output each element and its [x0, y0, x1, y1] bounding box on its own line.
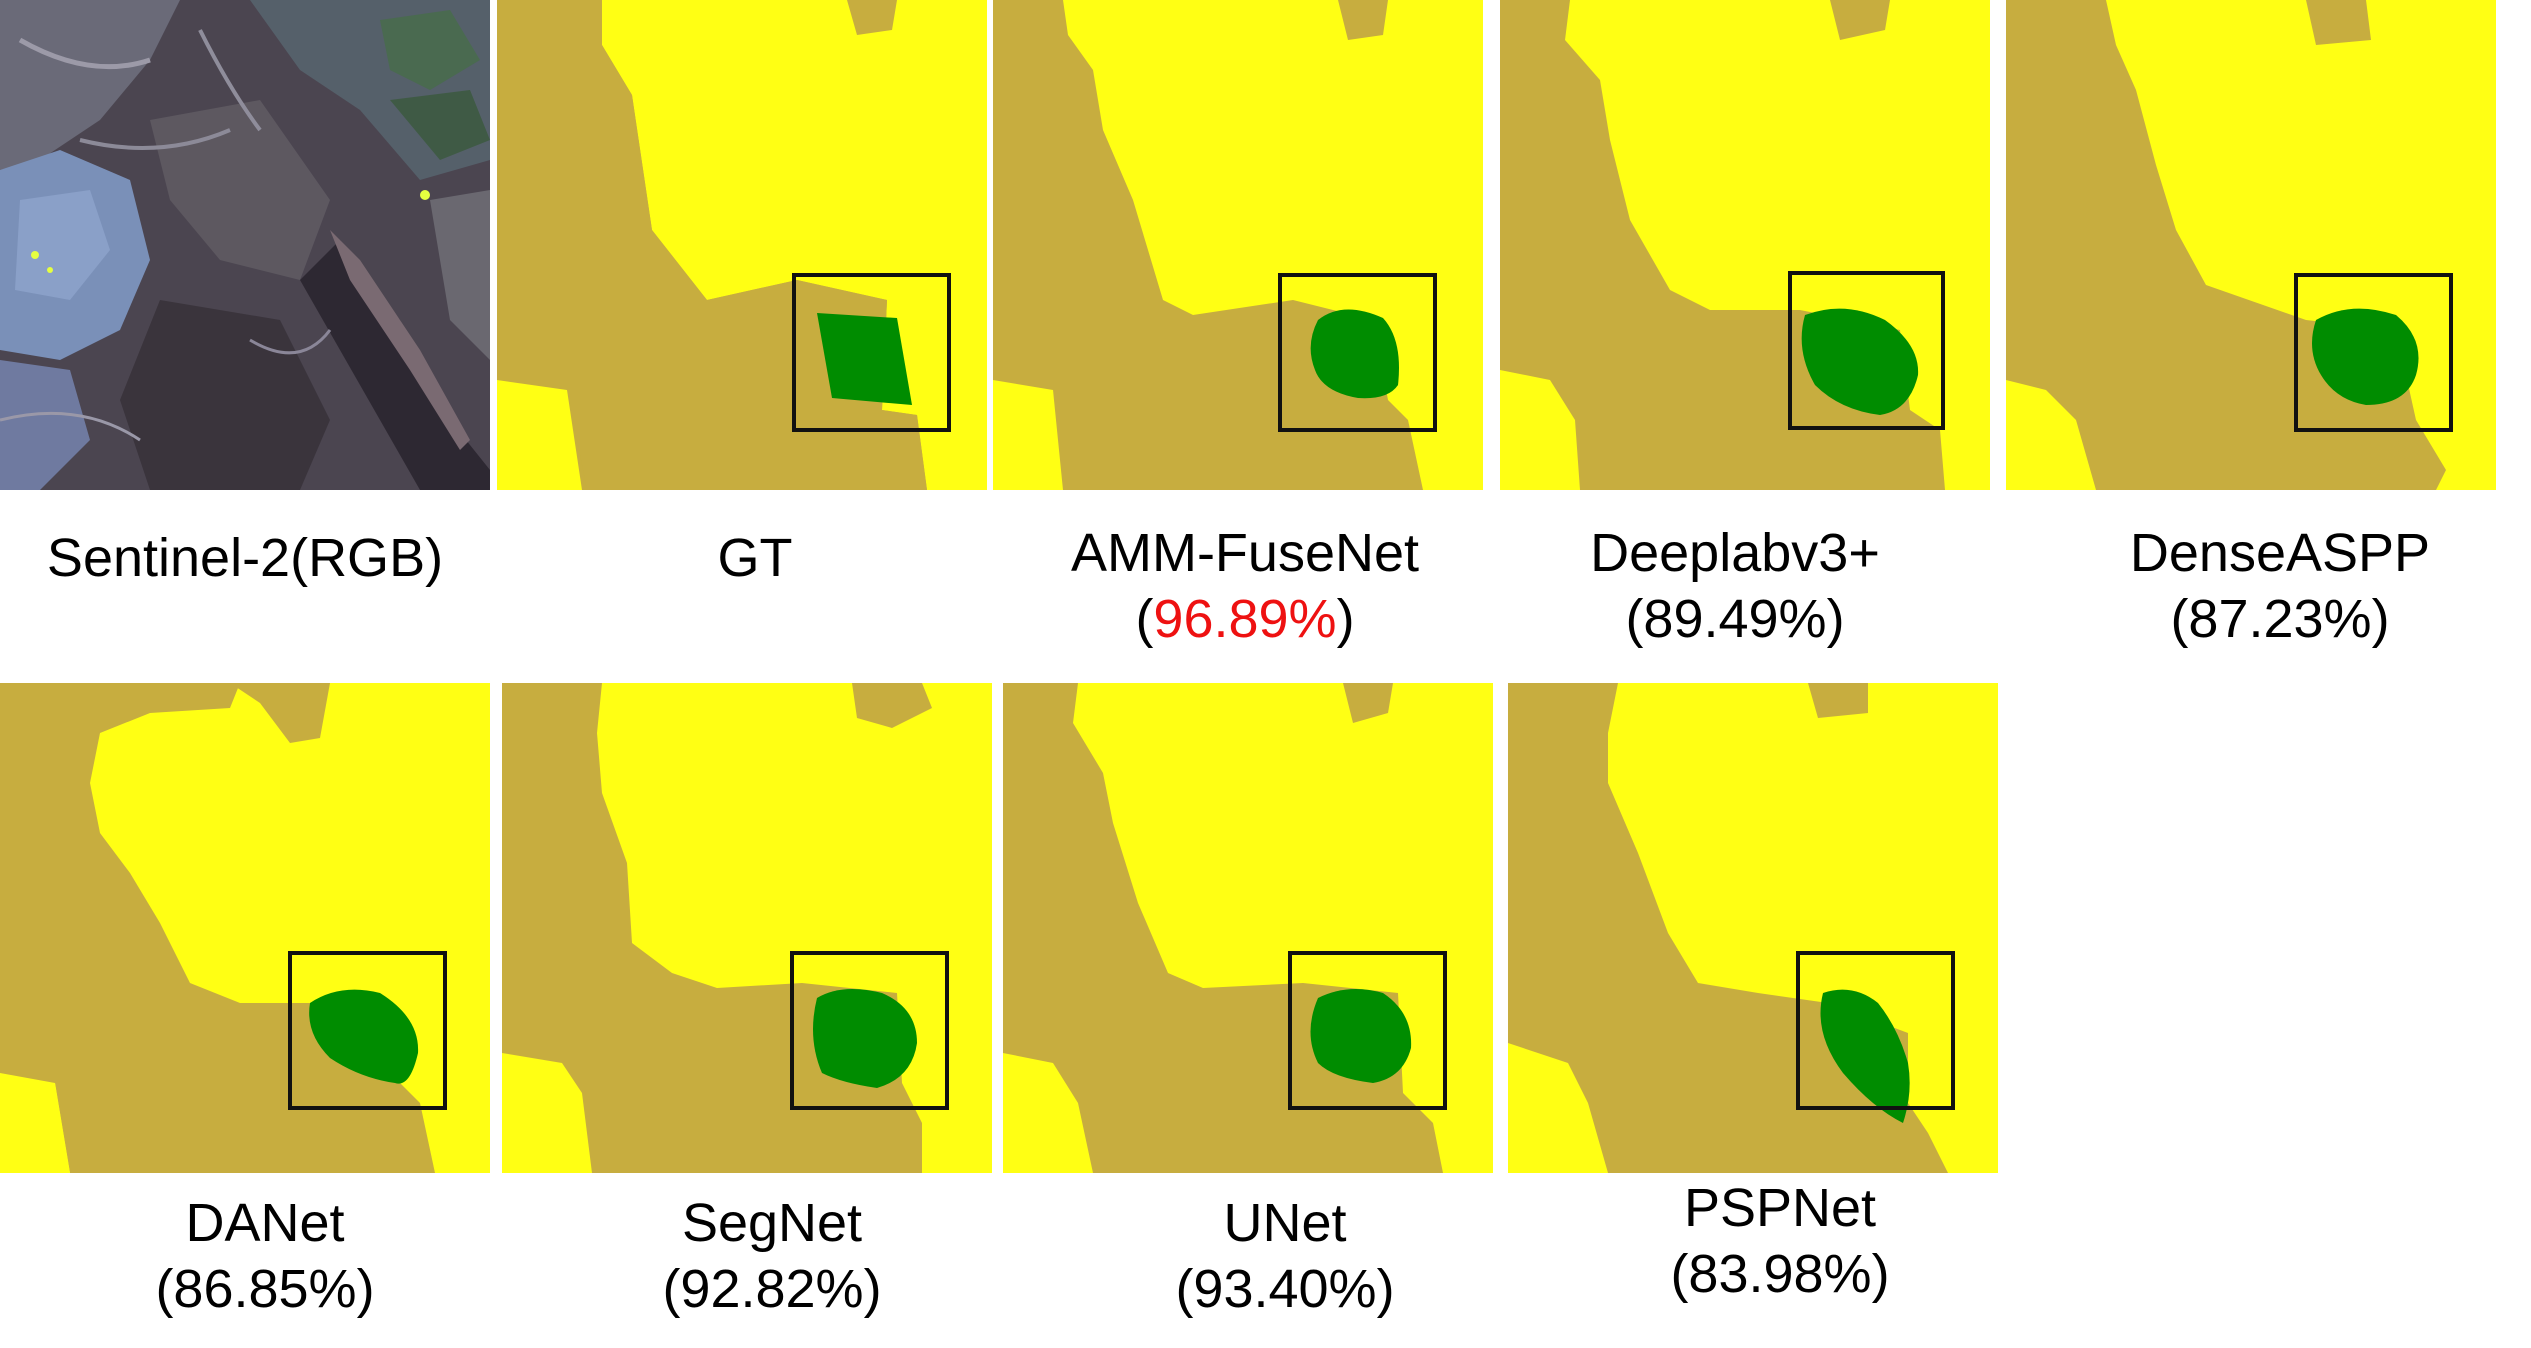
score-value: 83.98% [1688, 1244, 1872, 1304]
caption-label: PSPNet [1683, 1178, 1877, 1238]
sentinel-rgb-image [0, 0, 490, 490]
caption-score: (93.40%) [1175, 1259, 1395, 1319]
segmentation-map-danet [0, 683, 490, 1173]
caption-score: (87.23%) [2170, 589, 2390, 649]
caption-unet: UNet (93.40%) [1040, 1190, 1530, 1322]
score-value: 89.49% [1643, 589, 1827, 649]
segmentation-map-unet [1003, 683, 1493, 1173]
caption-pspnet: PSPNet (83.98%) [1535, 1175, 2025, 1307]
caption-label: DANet [185, 1193, 345, 1253]
caption-amm-fusenet: AMM-FuseNet (96.89%) [1000, 520, 1490, 652]
segmentation-map-pspnet [1508, 683, 1998, 1173]
caption-score: (86.85%) [155, 1259, 375, 1319]
segmentation-map-segnet [502, 683, 992, 1173]
score-value: 87.23% [2188, 589, 2372, 649]
caption-score: (92.82%) [662, 1259, 882, 1319]
caption-sentinel: Sentinel-2(RGB) [0, 525, 490, 591]
caption-score: (96.89%) [1135, 589, 1355, 649]
caption-label: AMM-FuseNet [1070, 523, 1420, 583]
score-value: 92.82% [680, 1259, 864, 1319]
caption-label: Sentinel-2(RGB) [46, 528, 444, 588]
score-value-best: 96.89% [1153, 589, 1337, 649]
caption-segnet: SegNet (92.82%) [527, 1190, 1017, 1322]
caption-label: GT [717, 528, 793, 588]
caption-label: SegNet [681, 1193, 863, 1253]
score-value: 86.85% [173, 1259, 357, 1319]
caption-label: Deeplabv3+ [1590, 523, 1880, 583]
segmentation-map-deeplabv3plus [1500, 0, 1990, 490]
segmentation-map-amm-fusenet [993, 0, 1483, 490]
caption-deeplabv3plus: Deeplabv3+ (89.49%) [1490, 520, 1980, 652]
caption-gt: GT [510, 525, 1000, 591]
caption-label: UNet [1223, 1193, 1347, 1253]
score-value: 93.40% [1193, 1259, 1377, 1319]
caption-label: DenseASPP [2129, 523, 2431, 583]
caption-denseaspp: DenseASPP (87.23%) [2035, 520, 2525, 652]
caption-score: (83.98%) [1670, 1244, 1890, 1304]
segmentation-map-denseaspp [2006, 0, 2496, 490]
caption-score: (89.49%) [1625, 589, 1845, 649]
segmentation-map-gt [497, 0, 987, 490]
caption-danet: DANet (86.85%) [20, 1190, 510, 1322]
